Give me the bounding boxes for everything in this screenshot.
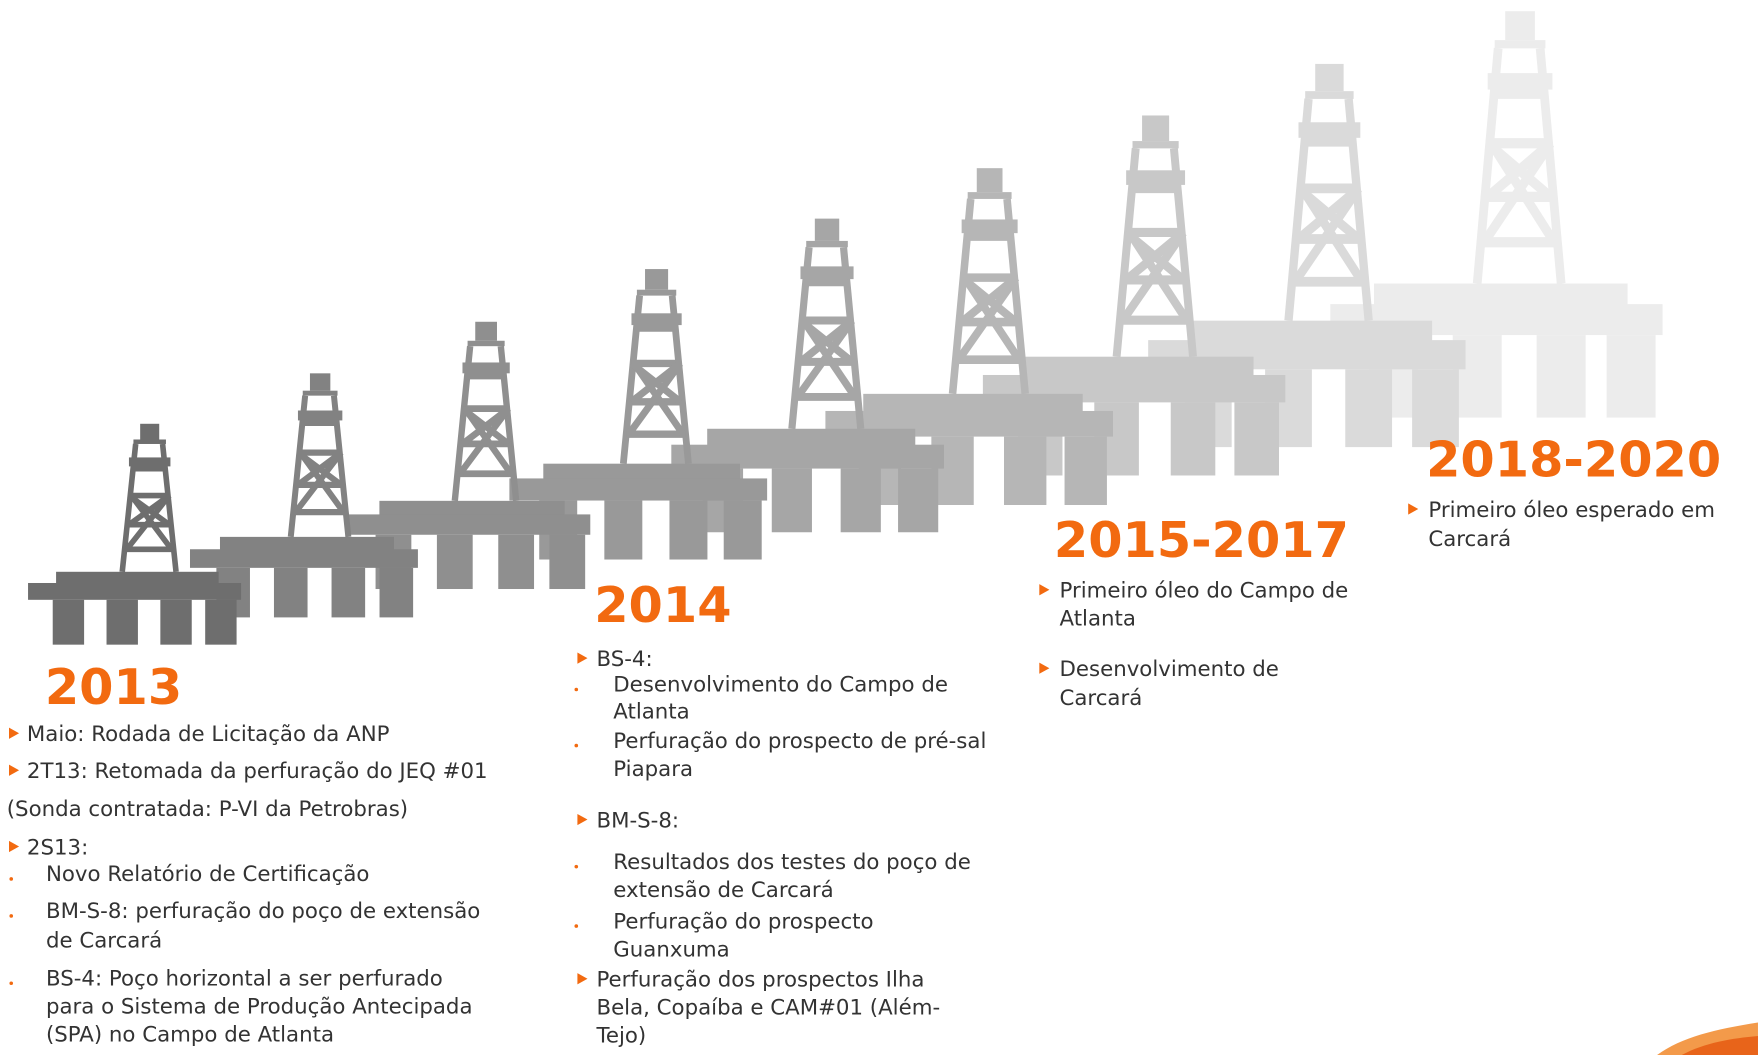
item-text: BM-S-8: perfuração do poço de extensão	[46, 899, 480, 924]
item-text: BS-4: Poço horizontal a ser perfurado	[46, 966, 443, 991]
item-text: Perfuração do prospecto de pré-sal	[613, 729, 986, 754]
item-text: Desenvolvimento de	[1060, 657, 1279, 682]
item-text: Resultados dos testes do poço de	[613, 850, 971, 875]
item-text: BS-4:	[596, 647, 652, 672]
item-text: Novo Relatório de Certificação	[46, 862, 369, 887]
item-text: Primeiro óleo do Campo de	[1060, 579, 1349, 604]
item-text: (Sonda contratada: P-VI da Petrobras)	[7, 797, 408, 822]
bullet-marker	[8, 764, 20, 776]
oil-rig	[190, 373, 418, 617]
item-text: Primeiro óleo esperado em	[1428, 498, 1715, 523]
bullet-marker	[8, 840, 20, 853]
sub-bullet	[574, 687, 579, 692]
item-text: Bela, Copaíba e CAM#01 (Além-	[596, 996, 940, 1021]
timeline: 2013 Maio: Rodada de Licitação da ANP 2T13…	[7, 430, 1721, 1048]
year-heading: 2013	[45, 658, 182, 716]
item-text: Maio: Rodada de Licitação da ANP	[27, 722, 390, 747]
year-heading: 2014	[594, 576, 731, 634]
item-text: Atlanta	[613, 700, 689, 725]
logo-swoosh	[1681, 1035, 1758, 1055]
item-text: para o Sistema de Produção Antecipada	[46, 995, 473, 1020]
sub-bullet	[9, 981, 14, 986]
bullet-marker	[577, 652, 588, 664]
item-text: (SPA) no Campo de Atlanta	[46, 1023, 334, 1048]
item-text: Piapara	[613, 757, 693, 782]
item-text: 2T13: Retomada da perfuração do JEQ #01	[27, 759, 488, 784]
bullet-marker	[8, 727, 20, 739]
item-text: Guanxuma	[613, 937, 729, 962]
sub-bullet	[9, 914, 14, 918]
sub-bullet	[574, 924, 579, 928]
sub-bullet	[574, 864, 579, 869]
item-text: de Carcará	[46, 928, 162, 953]
bullet-marker	[577, 813, 588, 826]
year-heading: 2018-2020	[1426, 430, 1721, 488]
item-text: Desenvolvimento do Campo de	[613, 673, 948, 698]
item-text: Tejo)	[595, 1024, 646, 1049]
rig-illustration	[28, 11, 1663, 644]
item-text: BM-S-8:	[596, 808, 679, 833]
item-text: Perfuração do prospecto	[613, 909, 873, 934]
item-text: Perfuração dos prospectos Ilha	[596, 968, 924, 993]
bullet-marker	[1039, 584, 1050, 596]
bullet-marker	[1039, 662, 1050, 674]
oil-rig	[28, 424, 241, 645]
item-text: Atlanta	[1060, 607, 1136, 632]
year-heading: 2015-2017	[1054, 511, 1349, 569]
bullet-marker	[1408, 503, 1419, 515]
sub-bullet	[574, 743, 579, 748]
item-text: Carcará	[1428, 527, 1511, 552]
bullet-marker	[577, 973, 588, 985]
sub-bullet	[9, 877, 14, 881]
item-text: Carcará	[1060, 686, 1143, 711]
item-text: extensão de Carcará	[613, 878, 833, 903]
item-text: 2S13:	[27, 835, 88, 860]
